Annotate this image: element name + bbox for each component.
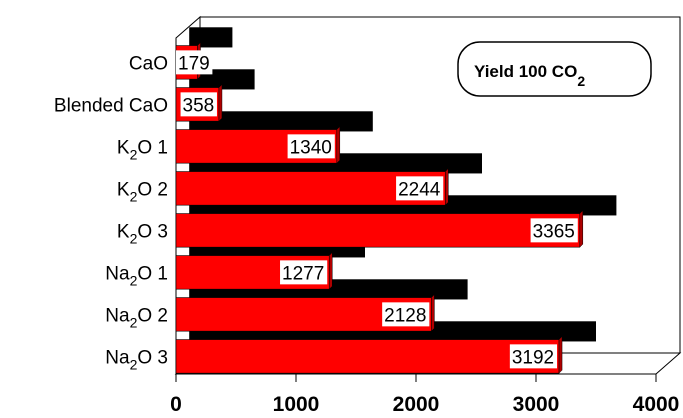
x-tick-label: 4000 (633, 393, 680, 416)
x-tick-label: 2000 (393, 393, 440, 416)
data-label-bg (382, 302, 430, 327)
data-label-bg (287, 134, 335, 159)
data-label: 358 (183, 95, 215, 116)
x-tick-label: 3000 (513, 393, 560, 416)
data-label-bg (509, 344, 558, 369)
bar-red-side (445, 167, 449, 206)
category-labels: CaO Blended CaO K2O 1 K2O 2 K2O 3 Na2O 1 Na2O … (54, 53, 168, 372)
data-label-bg (396, 176, 444, 201)
bar-red-side (336, 125, 341, 164)
bar-red-side (579, 209, 584, 248)
x-axis: 0 1000 2000 3000 4000 (170, 374, 679, 416)
data-label-bg (176, 50, 213, 75)
data-label: 3192 (512, 347, 554, 368)
legend-frame (457, 41, 652, 97)
bar-red-side (328, 251, 333, 290)
category-label: Blended CaO (54, 95, 168, 116)
bars: 179 358 1340 2244 3365 1277 2128 3192 (175, 27, 617, 374)
data-label: 2244 (398, 179, 441, 200)
bar-red (175, 213, 581, 248)
data-label-bg (280, 260, 328, 285)
category-label: Na2O 1 (105, 263, 168, 288)
bar-black (189, 111, 373, 132)
data-label: 2128 (384, 305, 426, 326)
category-label: K2O 2 (117, 179, 168, 204)
x-tick-label: 1000 (273, 393, 320, 416)
category-label: Na2O 2 (105, 305, 168, 330)
bar-red-side (431, 293, 435, 332)
category-label: K2O 1 (117, 137, 168, 162)
legend-box: Yield 100 CO2 (457, 41, 652, 97)
data-label-bg (180, 92, 217, 117)
data-label-bg (530, 218, 578, 243)
legend-text: Yield 100 CO2 (474, 62, 585, 89)
data-label: 3365 (533, 221, 575, 242)
data-label: 1277 (282, 263, 324, 284)
category-label: CaO (129, 53, 168, 74)
category-label: K2O 3 (117, 221, 168, 246)
bar-red-side (218, 83, 223, 122)
bar-black (189, 27, 233, 48)
x-tick-label: 0 (170, 393, 182, 416)
bar-red (175, 339, 560, 374)
data-label: 1340 (290, 137, 332, 158)
bar-red-side (558, 335, 563, 374)
data-label: 179 (178, 53, 210, 74)
category-label: Na2O 3 (105, 347, 168, 372)
